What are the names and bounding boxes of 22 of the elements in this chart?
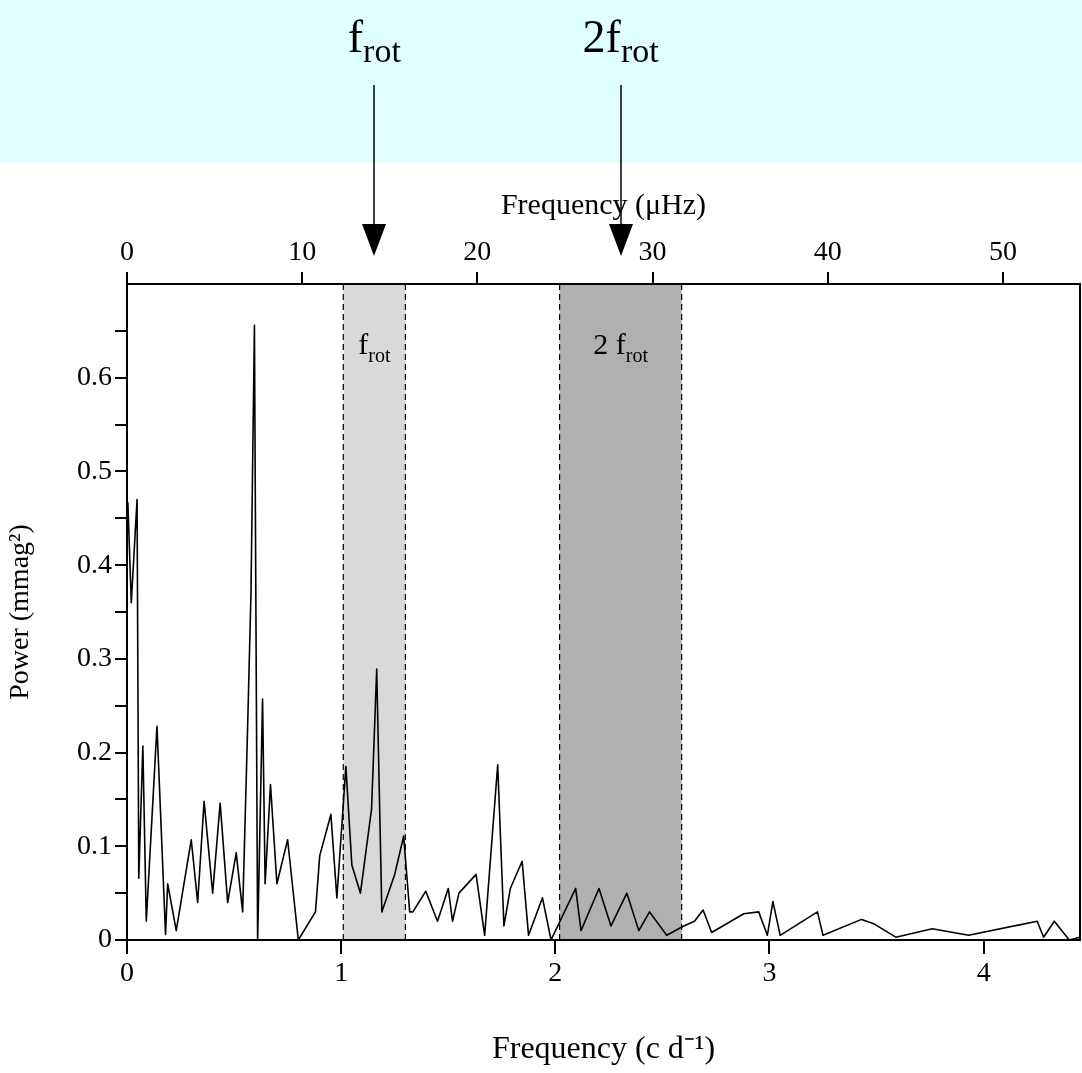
text: f$_{rot}$ [347,10,401,71]
x-tick-label: 1 [334,956,349,988]
x-axis-title: Frequency (c d⁻¹) [491,1029,716,1066]
x2-tick-label: 0 [120,234,134,266]
x2-tick-label: 10 [288,234,317,266]
x2-tick-label: 50 [988,234,1017,266]
x2-tick-label: 40 [813,234,842,266]
y-tick-label: 0.1 [77,828,112,860]
x2-tick-label: 20 [463,234,492,266]
x-tick-label: 2 [548,956,563,988]
x-tick-label: 4 [976,956,991,988]
x2-tick-label: 30 [638,234,667,266]
y-tick-label: 0.3 [77,641,112,673]
x-tick-label: 3 [762,956,777,988]
y-axis-title: Power (mmag²) [3,524,35,700]
y-tick-label: 0.5 [77,453,112,485]
y-tick-label: 0.6 [77,360,112,392]
y-tick-label: 0.4 [77,547,112,579]
text: 2f$_{rot}$ [582,10,659,71]
y-tick-label: 0.2 [77,734,112,766]
x-tick-label: 0 [120,956,134,988]
y-tick-label: 0 [98,922,112,954]
